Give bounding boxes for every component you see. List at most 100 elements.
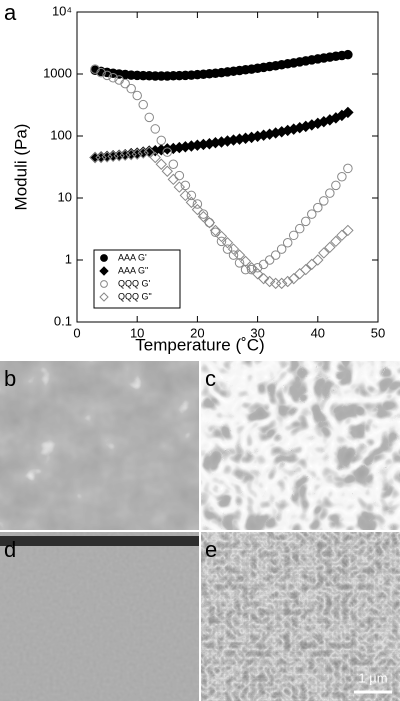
x-tick-label: 0 bbox=[73, 325, 80, 340]
point bbox=[204, 217, 215, 228]
legend-label: AAA G' bbox=[118, 252, 147, 262]
point bbox=[203, 216, 216, 229]
point bbox=[342, 224, 354, 237]
point bbox=[173, 181, 186, 193]
point bbox=[131, 148, 143, 160]
sem-image bbox=[0, 532, 199, 701]
point bbox=[101, 151, 113, 163]
sem-image bbox=[0, 361, 199, 530]
point bbox=[120, 78, 130, 89]
point bbox=[233, 249, 246, 261]
point bbox=[107, 150, 119, 163]
point bbox=[343, 49, 353, 60]
point bbox=[240, 264, 251, 275]
point bbox=[294, 223, 305, 234]
point bbox=[119, 149, 131, 161]
point bbox=[102, 70, 112, 81]
point bbox=[137, 147, 149, 159]
point bbox=[294, 268, 306, 280]
legend-label: AAA G" bbox=[118, 265, 148, 275]
x-tick-label: 10 bbox=[130, 325, 144, 340]
x-tick-label: 50 bbox=[371, 325, 385, 340]
point bbox=[246, 264, 257, 275]
y-axis-title: Moduli (Pa) bbox=[11, 124, 30, 211]
point bbox=[342, 106, 354, 119]
point bbox=[228, 250, 239, 260]
point bbox=[239, 255, 252, 268]
point bbox=[126, 83, 136, 94]
point bbox=[276, 244, 287, 254]
panel-label: d bbox=[4, 537, 16, 562]
film-edge bbox=[0, 536, 199, 546]
point bbox=[161, 165, 174, 177]
point bbox=[313, 202, 323, 213]
point bbox=[108, 72, 118, 83]
point bbox=[343, 163, 353, 174]
point bbox=[156, 135, 167, 146]
point bbox=[96, 67, 106, 78]
x-tick-label: 40 bbox=[311, 325, 325, 340]
point bbox=[234, 258, 245, 268]
point bbox=[113, 150, 125, 162]
point bbox=[150, 124, 161, 134]
legend-marker bbox=[100, 280, 108, 288]
point bbox=[257, 272, 270, 285]
point bbox=[306, 258, 318, 271]
point bbox=[336, 229, 348, 242]
point bbox=[180, 180, 191, 191]
point bbox=[138, 99, 148, 110]
point bbox=[251, 268, 264, 280]
point bbox=[263, 275, 276, 288]
point bbox=[222, 244, 233, 254]
point bbox=[227, 243, 240, 255]
point bbox=[318, 247, 330, 259]
point bbox=[324, 241, 336, 254]
point bbox=[288, 272, 300, 285]
panel-label: c bbox=[205, 366, 216, 391]
point bbox=[197, 210, 210, 223]
y-tick-label: 100 bbox=[50, 127, 72, 142]
point bbox=[155, 158, 167, 170]
point bbox=[149, 151, 161, 164]
point bbox=[209, 224, 222, 237]
point bbox=[337, 172, 347, 182]
point bbox=[191, 203, 204, 216]
point bbox=[325, 188, 335, 198]
legend-label: QQQ G" bbox=[118, 291, 152, 301]
y-tick-label: 10 bbox=[58, 189, 72, 204]
point bbox=[215, 230, 228, 243]
x-axis-title: Temperature (˚C) bbox=[135, 335, 264, 354]
x-tick-label: 20 bbox=[190, 325, 204, 340]
point bbox=[174, 170, 185, 181]
y-tick-label: 10⁴ bbox=[52, 3, 72, 18]
point bbox=[185, 196, 198, 209]
legend-box bbox=[93, 249, 181, 309]
point bbox=[132, 90, 142, 101]
legend-marker bbox=[99, 292, 109, 302]
legend-label: QQQ G' bbox=[118, 278, 151, 288]
point bbox=[125, 148, 137, 161]
point bbox=[330, 235, 342, 248]
point bbox=[331, 180, 341, 191]
point bbox=[167, 173, 180, 186]
point bbox=[312, 254, 324, 266]
point bbox=[162, 147, 173, 157]
point bbox=[264, 255, 275, 265]
sem-image bbox=[201, 361, 400, 530]
point bbox=[168, 159, 179, 170]
point bbox=[282, 237, 293, 248]
point bbox=[281, 275, 294, 288]
point bbox=[221, 237, 234, 249]
y-tick-label: 1000 bbox=[43, 65, 72, 80]
x-tick-label: 30 bbox=[250, 325, 264, 340]
panel-label: b bbox=[4, 366, 16, 391]
point bbox=[179, 189, 192, 202]
y-tick-label: 1 bbox=[65, 251, 72, 266]
point bbox=[319, 196, 329, 206]
point bbox=[216, 236, 227, 247]
point bbox=[245, 262, 258, 274]
legend-marker bbox=[100, 254, 108, 262]
point bbox=[288, 230, 299, 241]
point bbox=[301, 216, 311, 227]
